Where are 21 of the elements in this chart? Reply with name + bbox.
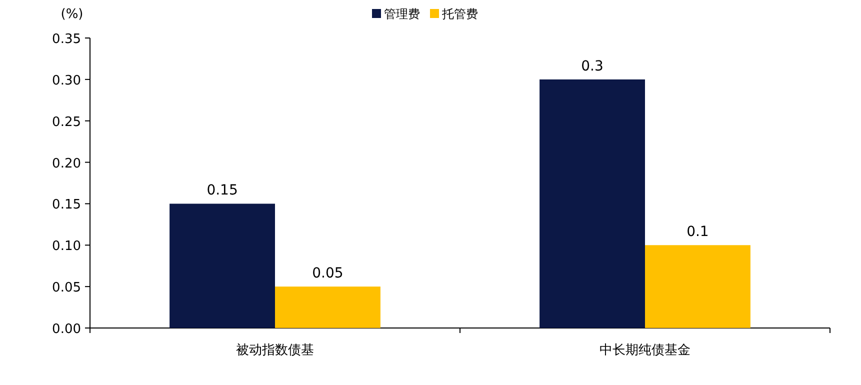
y-tick-label: 0.15: [52, 198, 81, 213]
y-tick-label: 0.00: [52, 322, 81, 337]
data-label: 0.3: [581, 58, 604, 74]
y-tick-label: 0.10: [52, 239, 81, 254]
bar: [170, 204, 275, 328]
bar: [645, 245, 750, 328]
y-tick-label: 0.20: [52, 156, 81, 172]
y-tick-label: 0.05: [52, 280, 81, 296]
data-label: 0.05: [312, 266, 344, 282]
x-tick-label: 中长期纯债基金: [600, 343, 690, 358]
bar: [540, 79, 645, 328]
legend-label: 管理费: [384, 7, 420, 21]
data-label: 0.1: [686, 224, 709, 240]
legend-label: 托管费: [441, 7, 478, 21]
y-tick-label: 0.35: [52, 32, 81, 47]
data-label: 0.15: [206, 182, 238, 199]
x-tick-label: 被动指数债基: [236, 343, 314, 358]
y-tick-label: 0.30: [52, 73, 81, 88]
y-axis-title: (%): [60, 7, 84, 22]
bar: [275, 286, 380, 328]
y-tick-label: 0.25: [52, 114, 81, 130]
